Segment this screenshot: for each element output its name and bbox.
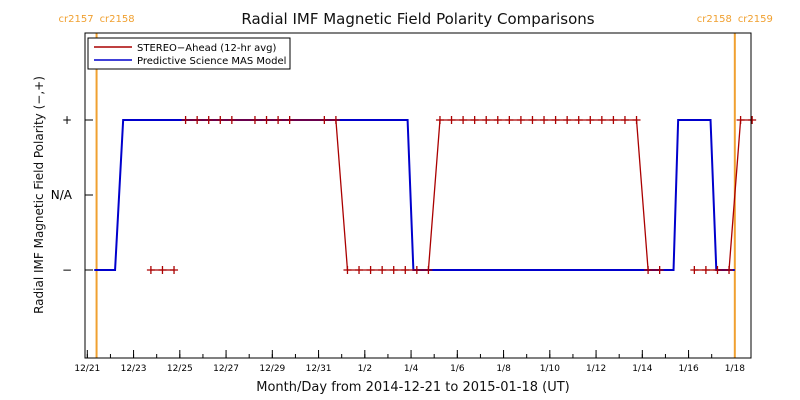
series-stereo-point — [620, 116, 629, 124]
rotation-marker-left-label: cr2157 — [59, 14, 94, 25]
x-tick-label: 1/14 — [632, 364, 652, 374]
x-tick-label: 12/29 — [259, 364, 285, 374]
y-tick-label: + — [62, 113, 72, 127]
series-stereo-point — [505, 116, 514, 124]
x-axis-label: Month/Day from 2014-12-21 to 2015-01-18 … — [256, 380, 569, 395]
x-tick-label: 1/2 — [358, 364, 372, 374]
series-stereo-point — [227, 116, 236, 124]
y-tick-label: − — [62, 263, 72, 277]
series-stereo-point — [725, 266, 734, 274]
series-stereo-point — [528, 116, 537, 124]
series-stereo-point — [435, 116, 444, 124]
series-stereo-point — [655, 266, 664, 274]
series-stereo-point — [609, 116, 618, 124]
series-stereo-point — [181, 116, 190, 124]
series-stereo-point — [216, 116, 225, 124]
series-stereo-point — [748, 116, 757, 124]
chart-title: Radial IMF Magnetic Field Polarity Compa… — [241, 10, 594, 28]
x-tick-label: 1/18 — [725, 364, 745, 374]
series-stereo-point — [690, 266, 699, 274]
series-stereo-point — [389, 266, 398, 274]
series-stereo-point — [285, 116, 294, 124]
x-tick-label: 1/10 — [540, 364, 560, 374]
series-stereo-point — [713, 266, 722, 274]
series-stereo-point — [343, 266, 352, 274]
rotation-marker-right-label: cr2159 — [738, 14, 773, 25]
series-stereo-point — [158, 266, 167, 274]
series-stereo-point — [355, 266, 364, 274]
series-stereo-point — [401, 266, 410, 274]
series-stereo-point — [447, 116, 456, 124]
series-stereo-point — [459, 116, 468, 124]
x-tick-label: 12/23 — [121, 364, 147, 374]
series-stereo-point — [493, 116, 502, 124]
series-stereo-point — [193, 116, 202, 124]
series-stereo-point — [551, 116, 560, 124]
series-stereo-point — [632, 116, 641, 124]
legend: STEREO−Ahead (12-hr avg) Predictive Scie… — [87, 37, 291, 70]
x-tick-label: 12/25 — [167, 364, 193, 374]
series-stereo-point — [701, 266, 710, 274]
series-mas-line — [94, 119, 735, 271]
series-stereo-point — [331, 116, 340, 124]
series-stereo-point — [586, 116, 595, 124]
series-stereo-point — [540, 116, 549, 124]
x-tick-label: 12/27 — [213, 364, 239, 374]
y-tick-label: N/A — [51, 188, 73, 202]
series-stereo-point — [574, 116, 583, 124]
x-tick-label: 1/12 — [586, 364, 606, 374]
series-stereo-point — [146, 266, 155, 274]
y-axis-label: Radial IMF Magnetic Field Polarity (−,+) — [32, 76, 46, 314]
series-stereo-point — [250, 116, 259, 124]
x-tick-label: 12/21 — [74, 364, 100, 374]
rotation-marker-right-label: cr2158 — [100, 14, 135, 25]
series-stereo-point — [412, 266, 421, 274]
series-stereo-point — [262, 116, 271, 124]
plot-frame — [84, 32, 752, 359]
series-stereo-point — [736, 116, 745, 124]
series-stereo-point — [644, 266, 653, 274]
legend-label-mas: Predictive Science MAS Model — [137, 56, 286, 67]
series-stereo-point — [516, 116, 525, 124]
series-stereo-point — [366, 266, 375, 274]
series-stereo-point — [597, 116, 606, 124]
series-stereo-point — [274, 116, 283, 124]
series-stereo-point — [378, 266, 387, 274]
series-stereo-point — [424, 266, 433, 274]
series-stereo-point — [170, 266, 179, 274]
legend-label-stereo: STEREO−Ahead (12-hr avg) — [137, 43, 277, 54]
x-tick-label: 1/6 — [450, 364, 465, 374]
series-stereo-point — [320, 116, 329, 124]
legend-box — [87, 37, 291, 70]
plot-area: 12/21 12/23 12/25 12/27 12/29 12/31 1/2 1/4 1/6 1… — [51, 14, 773, 374]
x-tick-label: 1/4 — [404, 364, 419, 374]
x-tick-label: 1/8 — [496, 364, 511, 374]
x-tick-label: 1/16 — [678, 364, 698, 374]
series-stereo-point — [482, 116, 491, 124]
rotation-marker-left-label: cr2158 — [697, 14, 732, 25]
x-tick-label: 12/31 — [306, 364, 332, 374]
series-stereo-point — [563, 116, 572, 124]
series-stereo-point — [470, 116, 479, 124]
series-stereo-point — [204, 116, 213, 124]
